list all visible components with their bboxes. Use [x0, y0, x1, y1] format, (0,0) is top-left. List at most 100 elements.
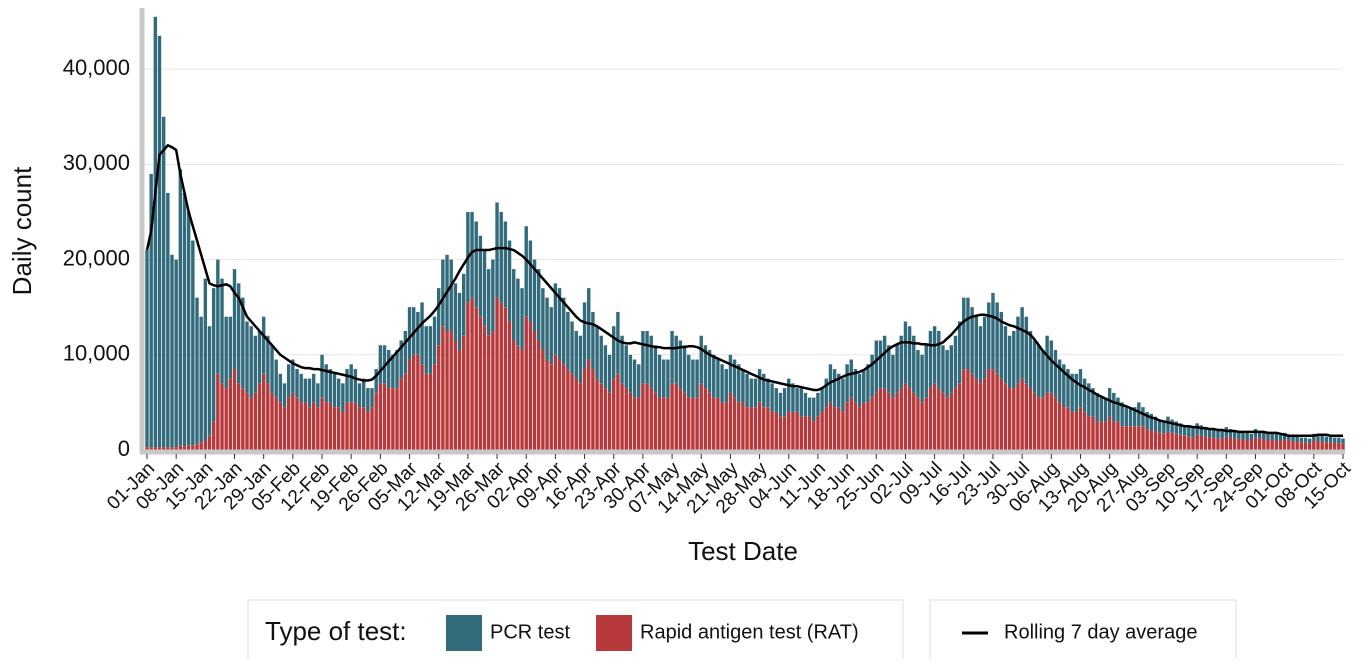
bar — [174, 259, 178, 448]
bar — [1320, 435, 1324, 442]
bar — [328, 402, 333, 450]
bar — [1070, 411, 1074, 450]
bar — [1149, 430, 1154, 450]
bar — [1278, 440, 1283, 450]
bar — [532, 330, 537, 450]
bar — [753, 407, 758, 450]
bar — [1212, 437, 1216, 450]
bar — [620, 383, 624, 450]
bar — [599, 335, 603, 384]
bar — [241, 388, 245, 450]
bar — [1082, 411, 1087, 450]
bar — [1191, 428, 1195, 438]
y-tick-label: 30,000 — [63, 150, 130, 175]
bar — [916, 350, 920, 398]
bar — [1045, 335, 1049, 393]
bar — [1257, 438, 1262, 450]
bar — [1141, 426, 1145, 450]
bar — [1332, 442, 1337, 450]
bar — [1045, 392, 1049, 450]
bar — [1220, 438, 1224, 450]
bar — [341, 411, 345, 450]
bar — [595, 326, 599, 379]
bar — [370, 388, 374, 408]
bar — [837, 407, 841, 450]
bar — [349, 364, 353, 403]
bar — [361, 378, 366, 408]
bar — [395, 388, 399, 450]
bar — [1332, 437, 1337, 443]
legend-label: PCR test — [490, 621, 570, 643]
bar — [1224, 436, 1229, 450]
bar — [1112, 421, 1116, 450]
bar — [532, 259, 537, 331]
bar — [791, 383, 795, 412]
bar — [912, 392, 916, 450]
bar — [524, 226, 528, 317]
bar — [245, 392, 249, 450]
bar — [336, 407, 341, 450]
bar — [1153, 430, 1158, 450]
bar — [178, 445, 183, 450]
bar — [361, 407, 366, 450]
bar — [1316, 441, 1320, 450]
bar — [932, 383, 937, 450]
bar — [745, 373, 749, 408]
bar — [1037, 397, 1041, 450]
bar — [812, 421, 816, 450]
bar — [149, 173, 153, 448]
bar — [353, 369, 358, 403]
bar — [899, 388, 903, 450]
bar — [211, 288, 216, 422]
bar — [1016, 316, 1020, 384]
bar — [566, 369, 570, 450]
bar — [1245, 439, 1249, 450]
bar — [945, 350, 949, 398]
bar — [203, 440, 208, 450]
bar — [791, 411, 795, 450]
bar — [528, 321, 533, 450]
bar — [1007, 388, 1012, 450]
bar — [537, 269, 541, 341]
bar — [241, 297, 245, 389]
bar — [891, 397, 895, 450]
bar — [591, 311, 595, 370]
bar — [962, 369, 966, 450]
bar — [612, 378, 616, 450]
bar — [457, 350, 462, 450]
bar — [1299, 437, 1304, 443]
bar — [324, 364, 328, 403]
bar — [578, 335, 583, 384]
bar — [670, 330, 674, 384]
bar — [1099, 397, 1104, 422]
bar — [1253, 437, 1258, 450]
bar — [207, 435, 212, 450]
bar — [1203, 436, 1208, 450]
bar — [1153, 416, 1158, 431]
bar — [345, 402, 349, 450]
bar — [591, 369, 595, 450]
bar — [474, 221, 478, 308]
bar — [149, 447, 153, 450]
bar — [166, 192, 170, 448]
bar — [1195, 434, 1199, 450]
bar — [712, 354, 716, 398]
bar — [1241, 432, 1245, 440]
bar — [928, 388, 933, 450]
bar — [720, 364, 724, 403]
bar — [770, 383, 774, 412]
bar — [420, 364, 424, 450]
bar — [966, 369, 970, 450]
bar — [757, 369, 762, 403]
bar — [324, 402, 328, 450]
bar — [820, 388, 824, 412]
bar — [666, 397, 670, 450]
bar — [507, 240, 512, 322]
bar — [853, 402, 858, 450]
bar — [562, 297, 566, 365]
bar — [828, 402, 833, 450]
bar — [170, 447, 174, 450]
bar — [991, 369, 995, 450]
bar — [920, 402, 924, 450]
bar — [1137, 426, 1141, 450]
